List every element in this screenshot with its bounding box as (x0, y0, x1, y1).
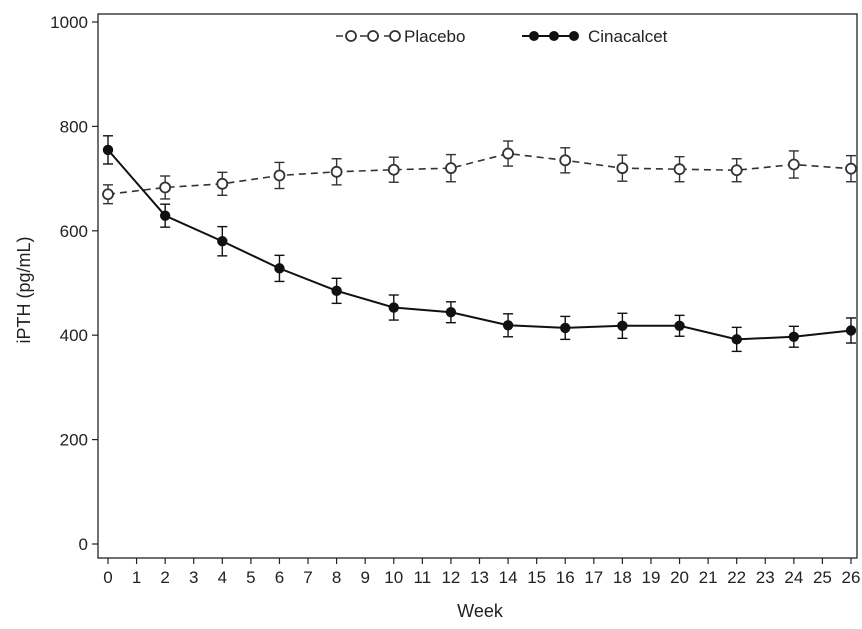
placebo-point (673, 163, 686, 176)
cinacalcet-point (331, 285, 342, 297)
x-tick-label: 13 (470, 568, 489, 587)
legend-placebo-marker (389, 30, 401, 42)
placebo-point (730, 164, 743, 177)
x-tick-label: 14 (499, 568, 518, 587)
placebo-point (330, 165, 343, 178)
x-tick-label: 18 (613, 568, 632, 587)
placebo-point (216, 177, 229, 190)
cinacalcet-point (617, 320, 628, 332)
cinacalcet-point (731, 334, 742, 345)
x-tick-label: 16 (556, 568, 575, 587)
x-tick-label: 23 (756, 568, 775, 587)
x-tick-label: 3 (189, 568, 198, 587)
x-tick-label: 7 (303, 568, 312, 587)
x-tick-label: 15 (527, 568, 546, 587)
y-tick-label: 600 (60, 222, 88, 241)
placebo-point (102, 188, 114, 201)
cinacalcet-point (274, 263, 285, 274)
placebo-point (787, 158, 800, 171)
y-tick-label: 800 (60, 117, 88, 136)
x-tick-label: 2 (160, 568, 169, 587)
legend-placebo-label: Placebo (404, 27, 465, 46)
placebo-point (616, 162, 629, 175)
legend-placebo-marker (367, 30, 379, 42)
y-tick-label: 1000 (50, 13, 88, 32)
x-tick-label: 10 (384, 568, 403, 587)
placebo-point (159, 181, 172, 194)
y-tick-label: 200 (60, 431, 88, 450)
y-tick-label: 0 (79, 535, 88, 554)
legend: Placebo Cinacalcet (336, 27, 668, 46)
x-tick-label: 5 (246, 568, 255, 587)
cinacalcet-point (102, 144, 114, 156)
y-tick-label: 400 (60, 326, 88, 345)
cinacalcet-point (217, 236, 228, 247)
legend-cinacalcet-marker (549, 31, 559, 41)
x-tick-label: 25 (813, 568, 832, 587)
y-axis-ticks: 0 200 400 600 800 1000 (50, 13, 98, 554)
plot-frame (97, 13, 858, 559)
placebo-point (387, 163, 400, 176)
placebo-point (445, 162, 457, 175)
x-tick-label: 12 (441, 568, 460, 587)
placebo-point (502, 147, 514, 160)
x-axis-ticks: 0 1 2 3 4 5 6 7 8 9 10 11 12 13 14 15 16 17 18 19 20 21 22 23 24… (103, 558, 860, 587)
x-tick-label: 24 (784, 568, 803, 587)
cinacalcet-point (388, 302, 399, 313)
x-tick-label: 8 (332, 568, 341, 587)
x-tick-label: 26 (842, 568, 861, 587)
cinacalcet-point (502, 320, 514, 331)
cinacalcet-line (107, 149, 852, 341)
cinacalcet-series (102, 135, 857, 353)
x-tick-label: 22 (727, 568, 746, 587)
placebo-line (107, 152, 852, 196)
cinacalcet-point (845, 325, 857, 336)
cinacalcet-point (445, 307, 457, 318)
legend-cinacalcet-label: Cinacalcet (588, 27, 668, 46)
placebo-point (845, 162, 857, 175)
placebo-point (273, 169, 286, 182)
x-tick-label: 4 (218, 568, 227, 587)
x-tick-label: 6 (275, 568, 284, 587)
cinacalcet-point (788, 331, 800, 342)
legend-placebo-marker (345, 30, 357, 42)
series-layer (102, 135, 857, 353)
x-tick-label: 19 (642, 568, 661, 587)
x-tick-label: 0 (103, 568, 112, 587)
x-tick-label: 21 (699, 568, 718, 587)
x-axis-label: Week (457, 601, 504, 621)
cinacalcet-point (674, 320, 685, 332)
axes (97, 13, 858, 559)
cinacalcet-point (159, 210, 171, 221)
x-tick-label: 1 (132, 568, 141, 587)
x-tick-label: 17 (584, 568, 603, 587)
legend-cinacalcet-marker (569, 31, 579, 41)
placebo-point (559, 154, 572, 167)
x-tick-label: 20 (670, 568, 689, 587)
x-tick-label: 11 (414, 568, 432, 587)
x-tick-label: 9 (360, 568, 369, 587)
cinacalcet-point (560, 322, 571, 334)
legend-cinacalcet-marker (529, 31, 539, 41)
placebo-series (102, 140, 857, 205)
y-axis-label: iPTH (pg/mL) (14, 236, 34, 343)
